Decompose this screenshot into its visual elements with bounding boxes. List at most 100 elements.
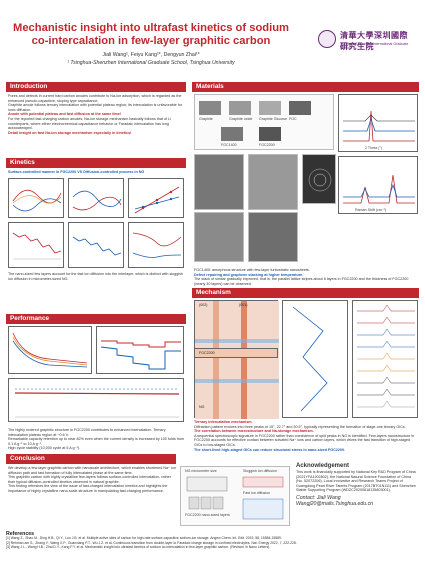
acknowledgement-title: Acknowledgement (296, 463, 350, 469)
sample-label: NG (199, 405, 205, 409)
contact-name: Contact: Jiali Wang (296, 494, 341, 501)
schematic-label: Sluggish ion diffusion (243, 469, 277, 473)
mechanism-caption: A sequential spectroscopic signature in … (194, 433, 415, 447)
raman-plot: Raman Shift (cm⁻¹) (338, 156, 418, 214)
saed-rings (308, 168, 332, 192)
synthesis-drawing (199, 101, 311, 141)
cv-curves (72, 190, 122, 211)
affiliation: ¹ Tsinghua-Shenzhen International Gradua… (67, 60, 235, 66)
reference-item: [2] Rehman am S., Zhang Y., Wang X.P., G… (6, 540, 297, 545)
b-value-plot (128, 178, 184, 218)
references-block: References [1] Wang Z., Shao M., Ding H.… (6, 531, 419, 549)
kinetics-lead: Surface-controlled manner in FGC2200 VS … (8, 170, 186, 175)
section-mechanism-header: Mechanism (192, 288, 419, 298)
kinetics-caption: The nano-sized few layers account for th… (8, 272, 183, 281)
schematic-drawing (186, 476, 284, 520)
cycle-stability-plot (8, 378, 184, 422)
performance-body: The highly ordered graphitic structure i… (8, 428, 186, 451)
materials-caption-text: The stack of similar gradually improved,… (194, 277, 409, 286)
cv-plot-1 (8, 178, 64, 218)
materials-caption: FGC1400: amorphous structure with few-la… (194, 268, 418, 286)
tem-image-2 (248, 154, 298, 210)
charge-discharge-plot (8, 326, 92, 374)
mechanism-caption: Ternary intercalation mechanism. (194, 420, 253, 424)
gitt-curves (12, 232, 62, 260)
mechanism-caption: The short-lived high-staged GICs can red… (194, 447, 346, 452)
reference-item: [3] Wang J.L., Wang H.B., Zhai D.Y., Kan… (6, 544, 271, 549)
schematic-label: Fast ion diffusion (243, 491, 271, 495)
mechanism-caption: Diffraction pattern evolves into three p… (194, 424, 406, 429)
intro-highlight: Detail insight on fast Na-ion storage me… (8, 130, 132, 135)
authors: Jiali Wang¹, Feiyu Kang¹*, Dengyun Zhai¹… (102, 52, 200, 58)
synthesis-scheme: Graphite Graphite oxide Graphite Glucose… (194, 94, 334, 150)
material-label: Graphite (199, 117, 213, 121)
voltage-profile (12, 332, 88, 368)
mechanism-caption: The correlation between microstructure a… (194, 429, 314, 434)
xrd-plot: 2 Theta (°) (338, 94, 418, 152)
intro-bullet: For the reported fast-charging carbon an… (8, 116, 171, 131)
contact-email[interactable]: Wangj20@mails.Tsinghua.edu.cn (296, 501, 374, 508)
conclusion-bullet: This finding refreshes the view of the i… (8, 484, 168, 493)
insitu-raman-map (352, 300, 418, 418)
rate-performance-plot (96, 326, 184, 374)
tem-image-4 (248, 212, 298, 262)
seal-icon (318, 30, 336, 48)
acknowledgement-text: This work is financially supported by Na… (296, 470, 416, 493)
conclusion-body: We develop a few-layer graphitic carbon … (8, 466, 176, 494)
tem-image-1 (194, 154, 244, 210)
xrd-curves (343, 110, 415, 142)
mechanism-captions: Ternary intercalation mechanism. Diffrac… (194, 420, 418, 452)
insitu-xrd-map-ng: (002) (001) (002) (001) NG (194, 300, 279, 419)
section-kinetics-header: Kinetics (6, 158, 186, 168)
cycling-curve (14, 388, 180, 418)
xrd-xlabel: 2 Theta (°) (365, 146, 382, 150)
xrd-map-fgc2200: FGC2200 (194, 348, 278, 358)
intro-bullet: Graphite anode follows ternary intercala… (8, 103, 183, 112)
logo-chinese-name: 清華大學深圳國際研究生院 (340, 30, 408, 51)
raman-curves (343, 174, 415, 204)
performance-text: Remarkable capacity retention up to near… (8, 437, 185, 446)
references-title: References (6, 531, 34, 537)
materials-caption-text: FGC1400: amorphous structure with few-la… (194, 268, 310, 272)
diffusion-curves (132, 232, 182, 258)
cv-curves (12, 189, 62, 212)
material-label: FGC2200 (259, 143, 275, 147)
conclusion-bullet: We develop a few-layer graphitic carbon … (8, 466, 176, 475)
intro-bullet: Pores and defects in current hard carbon… (8, 94, 182, 103)
log-plot (134, 186, 180, 214)
voltage-curve (292, 306, 328, 412)
logo-english-name: Tsinghua Shenzhen International Graduate… (340, 42, 409, 50)
section-introduction-header: Introduction (6, 82, 186, 92)
intro-highlight: Anode with potential plateau and fast di… (8, 112, 122, 117)
material-label: FGC1400 (221, 143, 237, 147)
introduction-body: Pores and defects in current hard carbon… (8, 94, 186, 135)
voltage-time-plot (282, 300, 348, 418)
kinetics-lead-text: Surface-controlled manner in FGC2200 VS … (8, 170, 145, 174)
reference-item: [1] Wang Z., Shao M., Ding H.B., Qi Y., … (6, 536, 282, 541)
schematic-label: FGC2200 nano-sized layers (185, 513, 230, 517)
raman-stack (357, 304, 415, 408)
poster-title: Mechanistic insight into ultrafast kinet… (13, 22, 289, 47)
section-materials-header: Materials (192, 82, 419, 92)
university-logo: 清華大學深圳國際研究生院 Tsinghua Shenzhen Internati… (318, 28, 414, 70)
materials-caption-text: Defect repairing and graphene stacking a… (194, 272, 304, 277)
material-label: Graphite Glucose (259, 117, 287, 121)
section-conclusion-header: Conclusion (6, 454, 176, 464)
performance-text: The highly ordered graphitic structure i… (8, 428, 166, 437)
section-performance-header: Performance (6, 314, 186, 324)
tem-image-3 (194, 212, 244, 262)
schematic-label: NG micrometer size (185, 469, 217, 473)
sample-label: FGC2200 (199, 351, 215, 355)
raman-xlabel: Raman Shift (cm⁻¹) (355, 208, 387, 212)
material-label: Graphite oxide (229, 117, 253, 121)
gitt-curves (72, 236, 122, 256)
xrd-map-ng (195, 301, 279, 419)
rate-points (100, 340, 181, 370)
saed-pattern (302, 154, 336, 204)
stage-label: (002) (199, 303, 208, 307)
performance-text: High cycle stability (10,000 cycle at 5 … (8, 446, 81, 451)
gitt-plot-1 (8, 222, 64, 268)
conclusion-schematic: NG micrometer size FGC2200 nano-sized la… (180, 466, 290, 526)
acknowledgement-block: Acknowledgement This work is financially… (296, 462, 418, 508)
